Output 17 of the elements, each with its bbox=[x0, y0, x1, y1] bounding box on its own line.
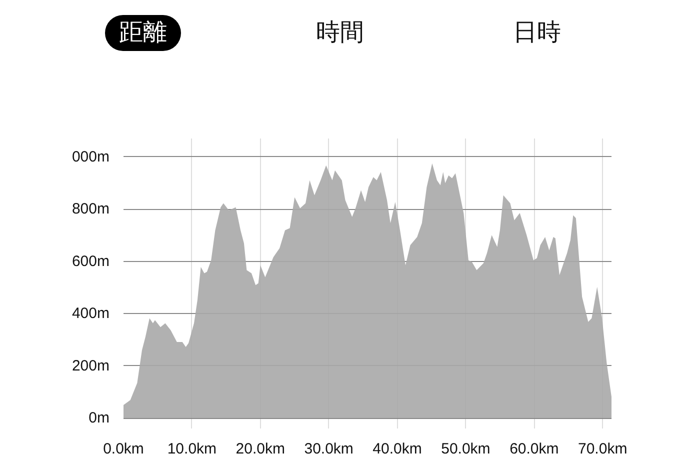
x-tick-label: 70.0km bbox=[578, 440, 628, 458]
x-tick-label: 0.0km bbox=[103, 440, 144, 458]
y-tick-label: 800m bbox=[72, 200, 110, 218]
x-tick-label: 30.0km bbox=[304, 440, 354, 458]
y-tick-label: 600m bbox=[72, 252, 110, 270]
x-tick-label: 20.0km bbox=[236, 440, 285, 458]
x-tick-label: 60.0km bbox=[510, 440, 559, 458]
x-tick-label: 50.0km bbox=[441, 440, 490, 458]
y-tick-label: 200m bbox=[72, 357, 110, 374]
text: 時間 bbox=[315, 18, 365, 48]
y-tick-label: 400m bbox=[72, 305, 110, 322]
y-tick-label: 000m bbox=[72, 148, 110, 166]
text: 日時 bbox=[512, 18, 562, 48]
y-tick-label: 0m bbox=[88, 410, 110, 427]
x-tick-label: 10.0km bbox=[167, 440, 217, 458]
x-tick-label: 40.0km bbox=[372, 440, 422, 458]
text: 距離 bbox=[105, 15, 181, 51]
